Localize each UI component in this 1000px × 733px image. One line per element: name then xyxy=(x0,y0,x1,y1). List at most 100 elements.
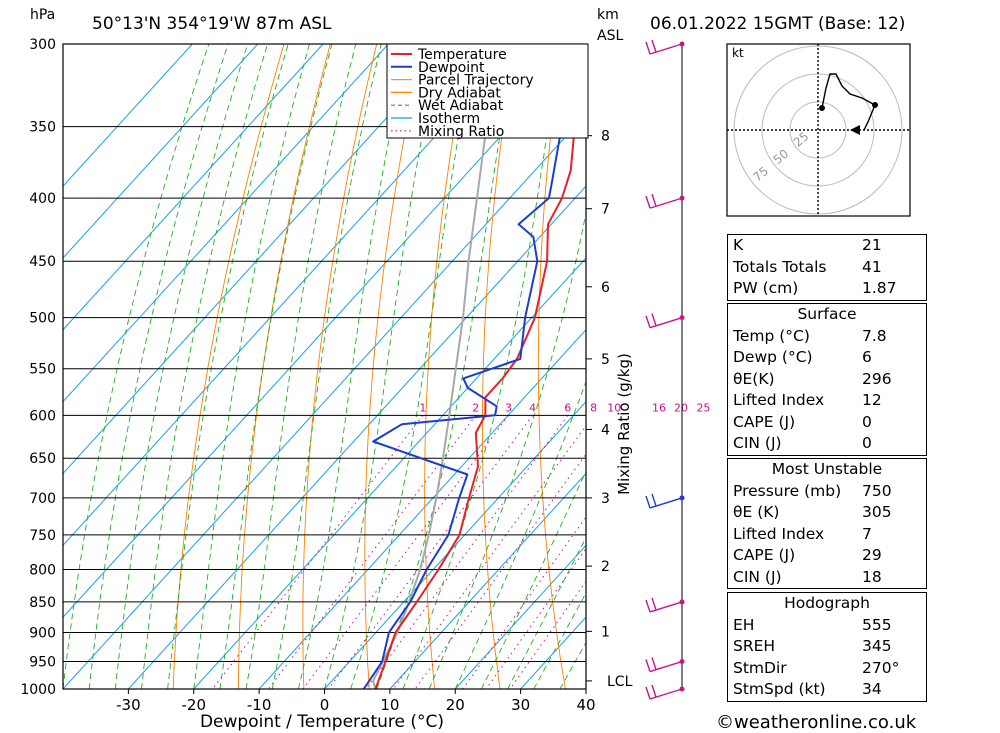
row-value: 0 xyxy=(862,412,872,431)
x-tick-label: -30 xyxy=(116,696,141,714)
height-tick-label: 5 xyxy=(601,352,610,368)
dry-adiabat-line xyxy=(933,44,1000,689)
row-label: StmSpd (kt) xyxy=(733,680,826,698)
row-value: 296 xyxy=(862,369,892,388)
height-tick-label: 4 xyxy=(601,422,610,438)
legend-entry: Wet Adiabat xyxy=(418,98,504,114)
pressure-tick-label: 300 xyxy=(29,37,56,53)
mixing-ratio-line xyxy=(462,516,586,689)
mixing-ratio-label: 2 xyxy=(472,401,479,414)
mixing-ratio-label: 6 xyxy=(564,401,571,414)
table-row: SREH 345 xyxy=(728,636,926,658)
wind-barb xyxy=(645,657,683,673)
table-row: Lifted Index 12 xyxy=(728,390,926,412)
pressure-tick-label: 800 xyxy=(29,562,56,578)
table-row: K 21 xyxy=(728,235,926,257)
hodograph-point xyxy=(872,102,878,108)
height-unit-label: km xyxy=(597,7,619,23)
row-value: 270° xyxy=(862,658,900,677)
indices-table: K 21 Totals Totals 41 PW (cm) 1.87 xyxy=(727,234,927,301)
pressure-tick-label: 550 xyxy=(29,362,56,378)
wet-adiabat-line xyxy=(114,44,249,689)
dry-adiabat-line xyxy=(172,44,285,689)
mixing-ratio-line xyxy=(392,424,586,689)
row-value: 6 xyxy=(862,348,872,366)
pressure-tick-label: 600 xyxy=(29,408,56,424)
wind-barb xyxy=(645,39,683,55)
x-tick-label: -20 xyxy=(182,696,207,714)
wind-barb xyxy=(645,684,683,700)
row-label: CAPE (J) xyxy=(733,546,796,564)
row-label: CIN (J) xyxy=(733,567,782,586)
most-unstable-table: Most Unstable Pressure (mb) 750 θE (K) 305 Li… xyxy=(727,458,927,589)
wet-adiabat-line xyxy=(376,44,516,689)
wet-adiabat-line xyxy=(480,470,586,689)
isotherm-line xyxy=(389,472,586,689)
mixing-ratio-line xyxy=(414,453,586,689)
x-tick-label: 40 xyxy=(576,696,595,714)
dry-adiabat-line xyxy=(645,44,696,689)
height-tick-label: 6 xyxy=(601,280,610,296)
height-tick-label: 1 xyxy=(601,624,610,640)
row-value: 18 xyxy=(862,567,882,586)
table-title: Most Unstable xyxy=(771,460,883,478)
row-label: Lifted Index xyxy=(733,524,825,543)
row-label: Lifted Index xyxy=(733,391,825,409)
legend-entry: Mixing Ratio xyxy=(418,124,504,140)
isotherm-line xyxy=(63,44,259,259)
isotherm-line xyxy=(63,113,586,689)
isotherm-line xyxy=(258,329,586,689)
x-axis-title: Dewpoint / Temperature (°C) xyxy=(200,712,444,732)
table-row: CIN (J) 18 xyxy=(728,567,926,589)
row-label: CAPE (J) xyxy=(733,412,796,431)
row-value: 750 xyxy=(862,481,892,500)
isotherm-line xyxy=(128,185,586,689)
pressure-tick-label: 900 xyxy=(29,626,56,642)
table-row: Dewp (°C) 6 xyxy=(728,347,926,369)
pressure-tick-label: 850 xyxy=(29,595,56,611)
row-value: 7.8 xyxy=(862,326,887,345)
parcel-trajectory-line xyxy=(372,44,508,689)
mixing-ratio-label: 8 xyxy=(590,401,597,414)
isotherm-line xyxy=(63,44,389,403)
wet-adiabat-line xyxy=(507,536,586,689)
row-value: 12 xyxy=(862,391,882,409)
row-value: 41 xyxy=(862,257,882,276)
mixing-ratio-line xyxy=(365,415,569,689)
mixing-ratio-line xyxy=(485,547,586,689)
table-row: EH 555 xyxy=(728,615,926,637)
row-value: 555 xyxy=(862,615,892,634)
dry-adiabat-line xyxy=(238,44,331,689)
mixing-ratio-line xyxy=(509,580,586,689)
table-row: StmDir 270° xyxy=(728,658,926,680)
row-label: PW (cm) xyxy=(733,279,799,297)
pressure-tick-label: 450 xyxy=(29,254,56,270)
surface-table: Surface Temp (°C) 7.8 Dewp (°C) 6 θE(K) 296 Lif… xyxy=(727,303,927,456)
plot-frame xyxy=(62,43,587,690)
isotherm-line xyxy=(63,44,324,331)
mixing-ratio-label: 25 xyxy=(696,401,710,414)
pressure-tick-label: 700 xyxy=(29,491,56,507)
wind-profile xyxy=(645,39,685,700)
hodograph-point xyxy=(819,105,825,111)
wind-barb xyxy=(645,597,683,613)
height-tick-label: LCL xyxy=(607,674,633,690)
table-row: CIN (J) 0 xyxy=(728,433,926,455)
hodograph-trace xyxy=(821,73,876,131)
row-value: 21 xyxy=(862,236,882,254)
height-tick-label: 7 xyxy=(601,202,610,218)
mixing-ratio-label: 20 xyxy=(674,401,688,414)
mixing-ratio-label: 10 xyxy=(607,401,621,414)
dewpoint-line xyxy=(362,44,563,689)
mixing-ratio-label: 4 xyxy=(529,401,536,414)
hodograph-unit-label: kt xyxy=(732,46,744,60)
x-tick-label: 0 xyxy=(320,696,330,714)
pressure-tick-label: 500 xyxy=(29,311,56,327)
isotherm-line xyxy=(324,400,586,689)
copyright-text[interactable]: ©weatheronline.co.uk xyxy=(716,712,917,733)
row-value: 34 xyxy=(862,680,882,698)
row-label: Dewp (°C) xyxy=(733,348,813,366)
pressure-tick-label: 750 xyxy=(29,528,56,544)
